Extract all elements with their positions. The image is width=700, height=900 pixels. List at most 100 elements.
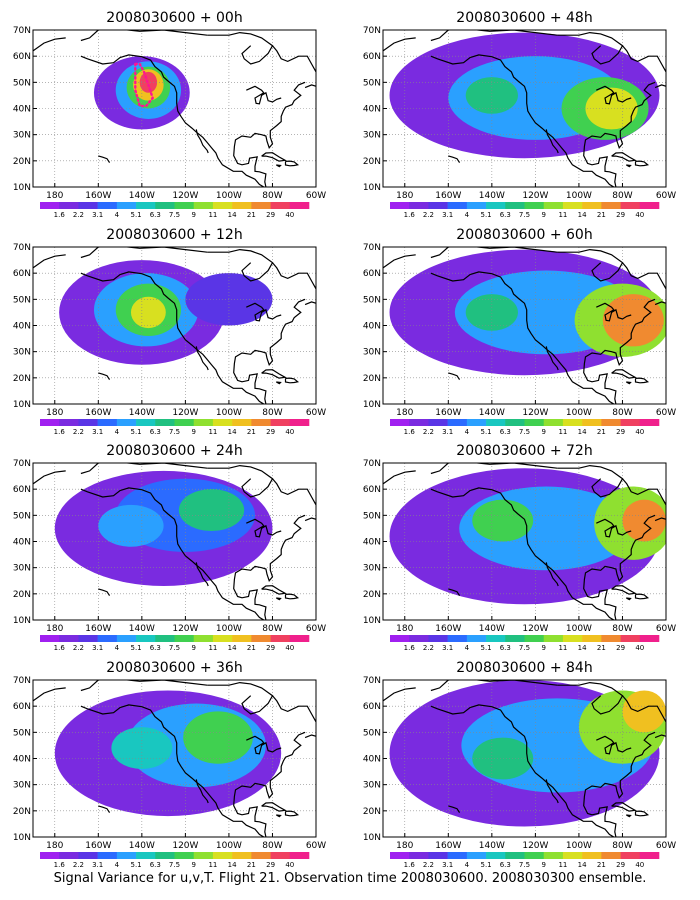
lat-label: 60N <box>363 52 381 62</box>
lat-label: 20N <box>363 590 381 600</box>
colorbar-swatch <box>639 202 660 209</box>
lat-label: 10N <box>13 833 31 843</box>
coastline <box>430 247 558 259</box>
coastline <box>246 518 282 538</box>
colorbar-label: 11 <box>208 861 217 869</box>
colorbar-swatch <box>562 419 583 426</box>
coastline <box>625 814 632 818</box>
colorbar-label: 3.1 <box>92 861 103 869</box>
lat-label: 40N <box>363 755 381 765</box>
colorbar-swatch <box>524 635 545 642</box>
coastline <box>233 298 306 404</box>
colorbar-label: 1.6 <box>404 644 416 652</box>
coastline <box>272 478 316 506</box>
colorbar-label: 3.1 <box>442 861 453 869</box>
colorbar-swatch <box>212 635 233 642</box>
lon-label: 100W <box>566 624 592 634</box>
coastlines <box>33 463 316 620</box>
colorbar-swatch <box>582 419 602 426</box>
coastline <box>583 81 656 187</box>
coastline <box>611 369 637 379</box>
colorbar-swatch <box>505 852 525 859</box>
colorbar-swatch <box>78 419 98 426</box>
grid-lines <box>383 463 667 620</box>
colorbar-swatch <box>193 419 214 426</box>
lat-label: 10N <box>363 183 381 193</box>
colorbar-label: 4 <box>465 211 470 219</box>
lon-label: 160W <box>85 841 111 851</box>
lat-label: 20N <box>13 374 31 384</box>
colorbar-label: 40 <box>285 644 294 652</box>
colorbar-label: 2.2 <box>73 428 84 436</box>
variance-field <box>389 680 666 827</box>
variance-contour <box>465 77 518 114</box>
lat-label: 70N <box>363 26 381 36</box>
lon-label: 140W <box>129 408 155 418</box>
colorbar-swatch <box>390 852 410 859</box>
coastline <box>654 517 666 522</box>
map-panel: 2008030600 + 84h 70N 60N 50N 40N 30N 20N 10N 180… <box>363 660 676 869</box>
colorbar-swatch <box>524 419 545 426</box>
coastline <box>275 164 282 168</box>
colorbar-swatch <box>289 419 310 426</box>
colorbar-label: 5.1 <box>481 211 492 219</box>
colorbar-swatch <box>428 202 448 209</box>
colorbar-label: 40 <box>285 211 294 219</box>
coastline <box>195 779 209 804</box>
colorbar-swatch <box>505 202 525 209</box>
coastline <box>233 731 306 837</box>
panel-title: 2008030600 + 36h <box>106 660 242 676</box>
colorbar-label: 1.6 <box>54 211 66 219</box>
colorbar-swatch <box>116 202 137 209</box>
coastline <box>98 588 111 597</box>
lon-label: 80W <box>612 408 632 418</box>
coastline <box>611 585 637 595</box>
coastline <box>304 84 316 89</box>
coastline <box>430 54 615 187</box>
lon-label: 180 <box>396 191 413 201</box>
variance-contour <box>98 504 164 547</box>
colorbar-label: 40 <box>635 428 644 436</box>
variance-contour <box>465 294 518 331</box>
coastline <box>33 470 66 485</box>
lon-label: 140W <box>479 841 505 851</box>
colorbar-label: 9 <box>541 644 545 652</box>
colorbar-swatch <box>543 202 564 209</box>
colorbar-swatch <box>59 202 79 209</box>
colorbar-swatch <box>447 419 468 426</box>
colorbar-swatch <box>40 852 60 859</box>
colorbar-label: 14 <box>578 428 587 436</box>
colorbar-swatch <box>466 852 487 859</box>
colorbar-label: 11 <box>558 644 567 652</box>
lon-label: 160W <box>85 624 111 634</box>
coastline <box>261 585 287 595</box>
colorbar-label: 5.1 <box>481 644 492 652</box>
colorbar-swatch <box>524 852 545 859</box>
lon-label: 180 <box>46 408 63 418</box>
coastline <box>33 254 66 269</box>
variance-contour <box>602 294 664 347</box>
colorbar-swatch <box>639 635 660 642</box>
lon-label: 140W <box>129 841 155 851</box>
coastline <box>80 54 265 187</box>
colorbar-label: 5.1 <box>131 211 142 219</box>
coastline <box>207 464 274 498</box>
map-panel: 2008030600 + 60h 70N 60N 50N 40N 30N 20N 10N 180… <box>363 227 676 436</box>
panel-title: 2008030600 + 48h <box>456 10 592 26</box>
colorbar-label: 40 <box>635 211 644 219</box>
colorbar-swatch <box>601 635 621 642</box>
colorbar-swatch <box>155 202 175 209</box>
lat-label: 40N <box>363 105 381 115</box>
colorbar-swatch <box>212 852 233 859</box>
colorbar-label: 40 <box>285 861 294 869</box>
lat-label: 60N <box>363 702 381 712</box>
colorbar-label: 4 <box>465 428 470 436</box>
colorbar-swatch <box>212 202 233 209</box>
variance-field <box>54 470 273 586</box>
map-panel: 2008030600 + 36h 70N 60N 50N 40N 30N 20N 10N 180… <box>13 660 326 869</box>
colorbar-label: 1.6 <box>404 428 416 436</box>
lat-label: 20N <box>363 374 381 384</box>
lon-label: 160W <box>85 408 111 418</box>
coastline <box>557 31 624 65</box>
colorbar-label: 3.1 <box>92 428 103 436</box>
